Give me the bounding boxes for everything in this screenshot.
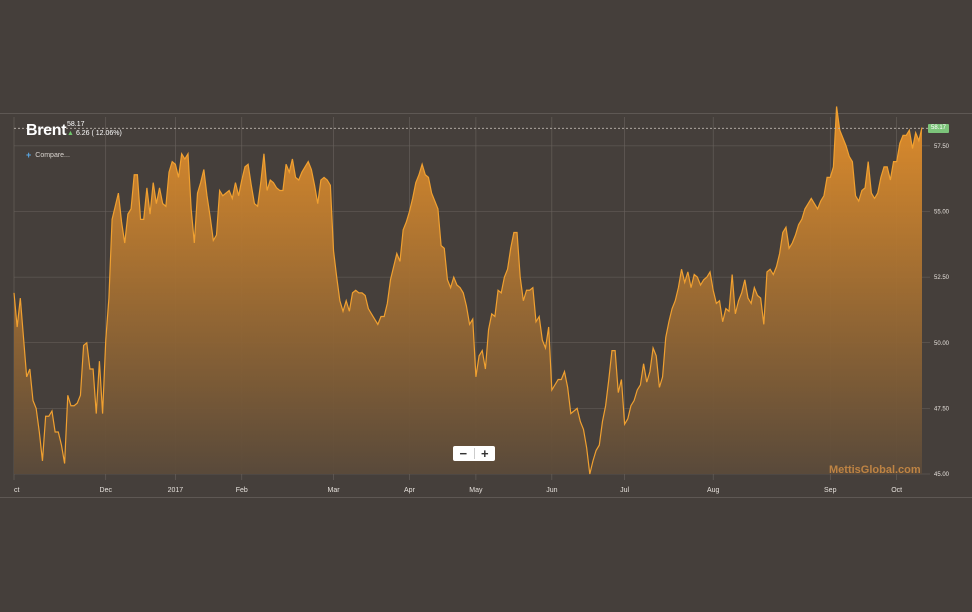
- y-tick-label: 52.50: [934, 275, 950, 281]
- zoom-divider: [473, 448, 475, 459]
- zoom-control: − +: [453, 446, 495, 461]
- x-tick-label: Dec: [100, 487, 113, 494]
- price-change: ▲ 6.26 ( 12.06%): [67, 130, 122, 137]
- x-tick-label: Aug: [707, 487, 720, 494]
- zoom-in-button[interactable]: +: [480, 446, 489, 461]
- up-arrow-icon: ▲: [67, 130, 74, 137]
- ticker-symbol: Brent: [26, 122, 67, 139]
- x-tick-label: ct: [14, 487, 20, 494]
- zoom-out-button[interactable]: −: [459, 446, 468, 461]
- chart-frame: [0, 113, 972, 498]
- plus-icon: +: [26, 150, 32, 160]
- x-tick-label: Apr: [404, 487, 416, 494]
- y-tick-label: 50.00: [934, 341, 950, 347]
- compare-label: Compare...: [35, 151, 70, 159]
- x-tick-label: 2017: [168, 487, 184, 494]
- compare-button[interactable]: + Compare...: [26, 150, 70, 160]
- x-tick-label: Feb: [236, 487, 248, 494]
- x-tick-label: Mar: [328, 487, 341, 494]
- y-tick-label: 47.50: [934, 406, 950, 412]
- price-area: [14, 106, 922, 474]
- y-tick-label: 45.00: [934, 472, 950, 478]
- last-price-flag: 58.17: [928, 123, 950, 133]
- x-tick-label: Oct: [891, 487, 902, 494]
- x-tick-label: Sep: [824, 487, 837, 494]
- x-tick-label: Jun: [546, 487, 557, 494]
- price-change-value: 6.26 ( 12.06%): [75, 130, 122, 137]
- price-line: [13, 106, 923, 475]
- x-axis: ct Dec 2017 Feb Mar Apr May Jun Jul Aug Sep Oct: [14, 487, 902, 494]
- watermark: MettisGlobal.com: [829, 464, 921, 476]
- y-axis: 45.00 47.50 50.00 52.50 55.00 57.50: [934, 144, 950, 478]
- y-tick-label: 55.00: [934, 210, 950, 216]
- last-price: 58.17: [67, 121, 85, 128]
- x-tick-label: May: [469, 487, 483, 494]
- x-tick-label: Jul: [620, 487, 629, 494]
- y-tick-label: 57.50: [934, 144, 950, 150]
